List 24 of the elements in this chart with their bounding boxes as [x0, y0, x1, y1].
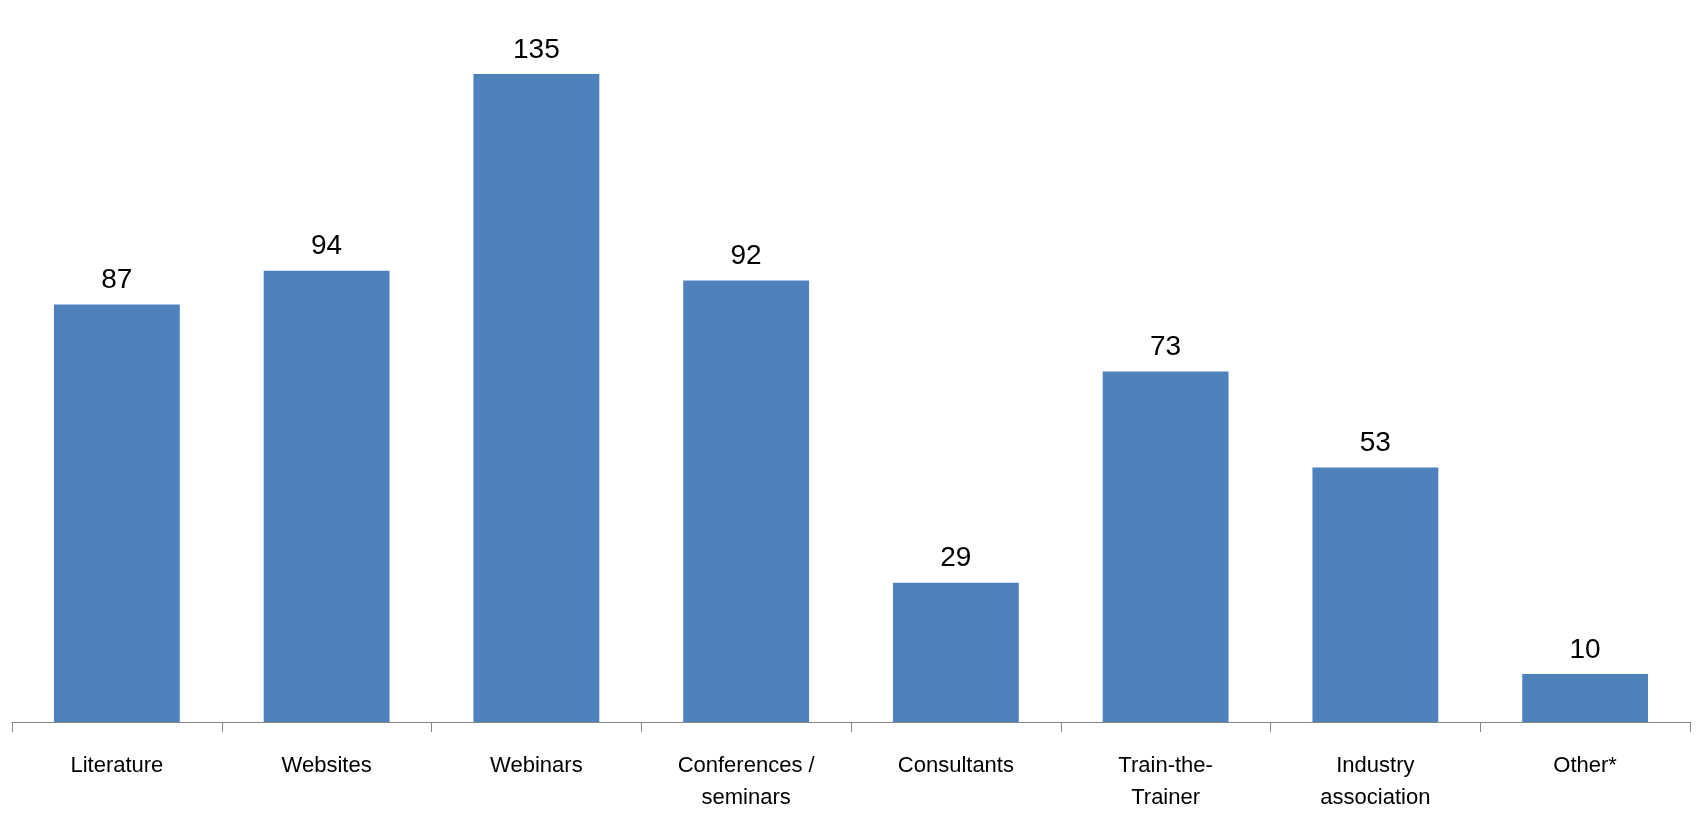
x-tick-label: Conferences / seminars [677, 751, 816, 809]
data-label: 10 [1569, 632, 1601, 664]
data-label: 135 [513, 32, 560, 64]
data-label: 87 [101, 262, 133, 294]
bar [473, 74, 600, 722]
x-tick-label: Industry association [1320, 751, 1431, 809]
bar [1522, 674, 1649, 722]
data-label: 92 [730, 238, 762, 270]
x-tick-label: Train-the-Trainer [1118, 751, 1213, 809]
bar [263, 270, 390, 722]
bar [53, 304, 180, 722]
data-label: 53 [1359, 426, 1391, 458]
bar [683, 280, 810, 722]
x-tick-label: Other* [1553, 751, 1618, 777]
data-label: 29 [940, 541, 972, 573]
data-label: 94 [311, 229, 343, 261]
bar [1312, 467, 1439, 722]
x-tick-label: Literature [70, 751, 164, 777]
x-tick-label: Consultants [897, 751, 1014, 777]
bar [892, 582, 1019, 722]
x-tick-label: Websites [281, 751, 372, 777]
bar [1102, 371, 1229, 722]
x-tick-label: Webinars [490, 751, 583, 777]
data-label: 73 [1150, 330, 1182, 362]
